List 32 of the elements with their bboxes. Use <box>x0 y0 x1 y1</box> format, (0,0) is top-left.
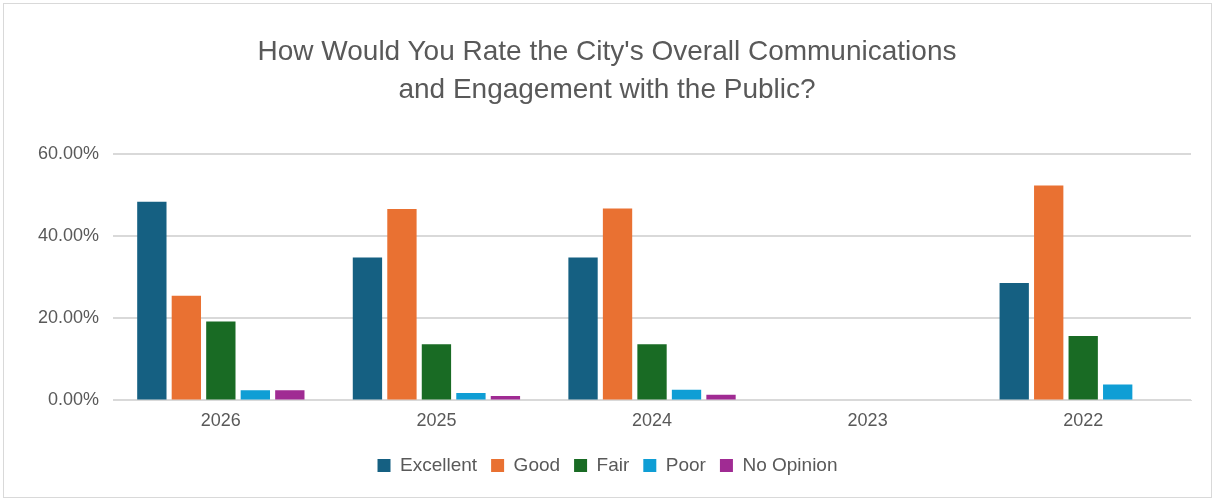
bar <box>171 295 202 400</box>
bar <box>671 389 702 400</box>
bar <box>1068 335 1098 400</box>
bar <box>137 201 167 400</box>
bar <box>1103 384 1133 400</box>
bar <box>637 344 667 400</box>
legend-label: Good <box>513 453 561 475</box>
x-tick-label: 2024 <box>632 410 673 431</box>
x-tick-label: 2026 <box>200 410 241 431</box>
legend-label: Fair <box>596 453 630 475</box>
y-tick-label: 60.00% <box>37 142 100 163</box>
y-tick-label: 40.00% <box>37 225 100 246</box>
x-tick-label: 2022 <box>1063 410 1104 431</box>
bar <box>275 390 305 400</box>
bar <box>206 321 236 400</box>
x-tick-label: 2023 <box>847 410 888 431</box>
bar <box>568 257 598 400</box>
bar <box>999 282 1029 400</box>
x-tick-label: 2025 <box>416 410 457 431</box>
bar <box>240 390 270 400</box>
bar <box>602 208 633 400</box>
legend-label: No Opinion <box>742 453 838 475</box>
chart-title: How Would You Rate the City's Overall Communications and Engagement with the Public? <box>257 34 957 106</box>
legend-label: Poor <box>665 453 707 475</box>
bar <box>456 393 486 400</box>
y-tick-label: 20.00% <box>37 307 100 328</box>
bar <box>1034 185 1064 400</box>
bar <box>352 257 383 400</box>
bar <box>387 209 417 400</box>
bar <box>421 344 452 400</box>
legend-label: Excellent <box>400 453 478 475</box>
y-tick-label: 0.00% <box>48 389 100 410</box>
